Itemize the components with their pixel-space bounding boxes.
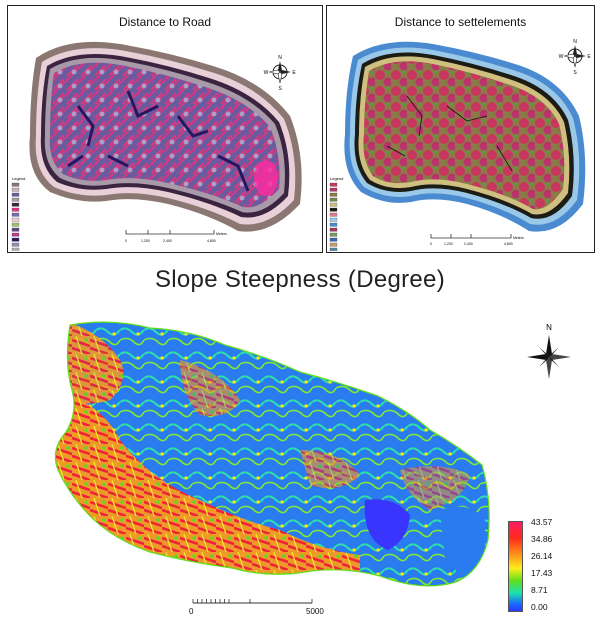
road-compass-e: E xyxy=(292,70,296,76)
road-scale-tick-0: 0 xyxy=(125,239,127,243)
settlements-compass-s: S xyxy=(573,70,577,76)
legend-swatch xyxy=(11,207,20,212)
legend-swatch xyxy=(11,192,20,197)
settlements-scale-tick-0: 0 xyxy=(430,242,432,246)
colorbar-tick-0: 43.57 xyxy=(531,517,553,527)
legend-swatch xyxy=(11,217,20,222)
legend-swatch xyxy=(11,212,20,217)
road-scale-unit: Meters xyxy=(216,232,227,236)
road-legend: Legend xyxy=(11,176,25,251)
settlements-legend: Legend xyxy=(329,176,343,251)
settlements-compass-icon: N S E W xyxy=(559,39,592,76)
slope-raster xyxy=(55,322,490,586)
colorbar-tick-4: 8.71 xyxy=(531,585,548,595)
legend-swatch xyxy=(11,187,20,192)
road-legend-swatches xyxy=(11,182,20,251)
north-label: N xyxy=(546,323,552,332)
legend-swatch xyxy=(11,202,20,207)
settlements-scale-unit: Meters xyxy=(513,236,524,240)
north-arrow-icon: N xyxy=(527,323,571,379)
road-compass-w: W xyxy=(264,70,269,76)
settlements-scalebar: 0 1,200 2,400 4,800 Meters xyxy=(430,234,524,246)
road-compass-s: S xyxy=(278,86,282,92)
legend-swatch xyxy=(11,237,20,242)
slope-map-title: Slope Steepness (Degree) xyxy=(154,266,446,293)
settlements-legend-swatches xyxy=(329,182,338,251)
road-scalebar: 0 1,200 2,400 4,800 Meters xyxy=(125,230,227,243)
settlements-map-graphic: N S E W Legend 0 1,200 2,400 4,800 Meter… xyxy=(329,39,592,251)
settlement-buffer-rings xyxy=(344,41,586,232)
distance-to-settlements-map: Distance to settelements N S xyxy=(326,5,595,253)
legend-swatch xyxy=(329,197,338,202)
road-map-title: Distance to Road xyxy=(118,15,212,29)
distance-to-road-map: Distance to Road xyxy=(7,5,323,253)
legend-swatch xyxy=(329,232,338,237)
settlements-scale-tick-1: 1,200 xyxy=(444,242,453,246)
legend-swatch xyxy=(329,242,338,247)
settlements-legend-title: Legend xyxy=(330,176,343,181)
legend-swatch xyxy=(11,247,20,251)
legend-swatch xyxy=(11,242,20,247)
legend-swatch xyxy=(329,192,338,197)
region-outline xyxy=(54,321,490,587)
legend-swatch xyxy=(11,222,20,227)
legend-swatch xyxy=(329,237,338,242)
settlements-map-title: Distance to settelements xyxy=(394,15,527,29)
legend-swatch xyxy=(329,247,338,251)
road-scale-tick-1: 1,200 xyxy=(141,239,150,243)
slope-steepness-map: N xyxy=(54,321,571,604)
settlements-compass-e: E xyxy=(587,54,591,60)
scalebar-label-end: 5000 xyxy=(306,607,324,616)
settlements-compass-w: W xyxy=(559,54,564,60)
road-buffer-rings xyxy=(29,41,302,232)
colorbar-tick-3: 17.43 xyxy=(531,568,553,578)
road-scale-tick-3: 4,800 xyxy=(207,239,216,243)
road-map-graphic: N S E W Legend 0 1,200 2,400 4,800 Meter… xyxy=(11,41,302,251)
legend-swatch xyxy=(329,227,338,232)
legend-swatch xyxy=(329,207,338,212)
settlements-compass-n: N xyxy=(573,39,577,45)
road-network-lines xyxy=(67,90,250,192)
road-scale-tick-2: 2,400 xyxy=(163,239,172,243)
legend-swatch xyxy=(11,227,20,232)
legend-swatch xyxy=(11,197,20,202)
colorbar-tick-5: 0.00 xyxy=(531,602,548,612)
legend-swatch xyxy=(329,222,338,227)
legend-swatch xyxy=(11,232,20,237)
colorbar-tick-2: 26.14 xyxy=(531,551,553,561)
legend-swatch xyxy=(329,202,338,207)
legend-swatch xyxy=(11,182,20,187)
settlements-scale-tick-2: 2,400 xyxy=(464,242,473,246)
road-compass-n: N xyxy=(278,55,282,61)
slope-colorbar xyxy=(508,521,523,612)
legend-swatch xyxy=(329,187,338,192)
slope-scalebar xyxy=(192,599,313,604)
settlement-boundaries xyxy=(386,95,513,172)
road-compass-icon: N S E W xyxy=(264,55,297,92)
legend-swatch xyxy=(329,182,338,187)
road-hotspot xyxy=(254,160,278,196)
settlements-scale-tick-3: 4,800 xyxy=(504,242,513,246)
road-legend-title: Legend xyxy=(12,176,25,181)
legend-swatch xyxy=(329,212,338,217)
legend-swatch xyxy=(329,217,338,222)
scalebar-label-start: 0 xyxy=(189,607,194,616)
colorbar-tick-1: 34.86 xyxy=(531,534,553,544)
